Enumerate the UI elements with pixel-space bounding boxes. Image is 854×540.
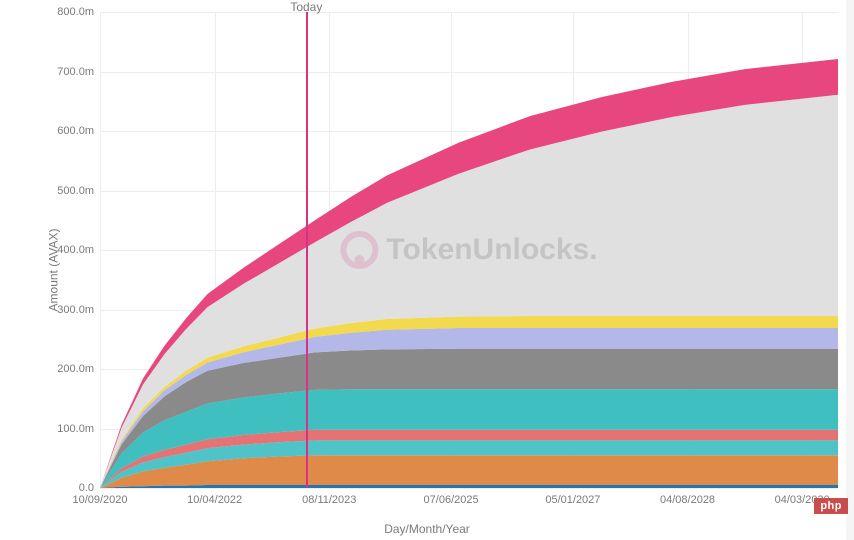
y-tick-label: 600.0m xyxy=(57,125,94,137)
today-marker-line xyxy=(306,12,308,488)
grid-h xyxy=(100,488,838,489)
y-axis-label: Amount (AVAX) xyxy=(46,229,60,312)
y-tick-label: 100.0m xyxy=(57,423,94,435)
x-tick-label: 07/06/2025 xyxy=(424,494,479,506)
source-badge: php xyxy=(814,498,848,514)
x-axis-label: Day/Month/Year xyxy=(384,522,470,536)
y-tick-label: 700.0m xyxy=(57,66,94,78)
series-s1_blue xyxy=(100,485,838,488)
x-tick-label: 08/11/2023 xyxy=(302,494,356,506)
x-tick-label: 04/08/2028 xyxy=(660,494,715,506)
today-marker-label: Today xyxy=(290,0,322,14)
chart-container: Amount (AVAX) Day/Month/Year Today Token… xyxy=(0,0,854,540)
y-tick-label: 500.0m xyxy=(57,185,94,197)
x-tick-label: 05/01/2027 xyxy=(545,494,600,506)
y-tick-label: 300.0m xyxy=(57,304,94,316)
stacked-area-svg xyxy=(100,12,838,488)
x-tick-label: 10/09/2020 xyxy=(72,494,127,506)
y-tick-label: 0.0 xyxy=(79,482,94,494)
plot-area: TokenUnlocks. 0.0100.0m200.0m300.0m400.0… xyxy=(100,12,838,488)
y-tick-label: 200.0m xyxy=(57,363,94,375)
y-tick-label: 400.0m xyxy=(57,244,94,256)
y-tick-label: 800.0m xyxy=(57,6,94,18)
right-border-decor xyxy=(846,0,854,540)
x-tick-label: 10/04/2022 xyxy=(187,494,242,506)
